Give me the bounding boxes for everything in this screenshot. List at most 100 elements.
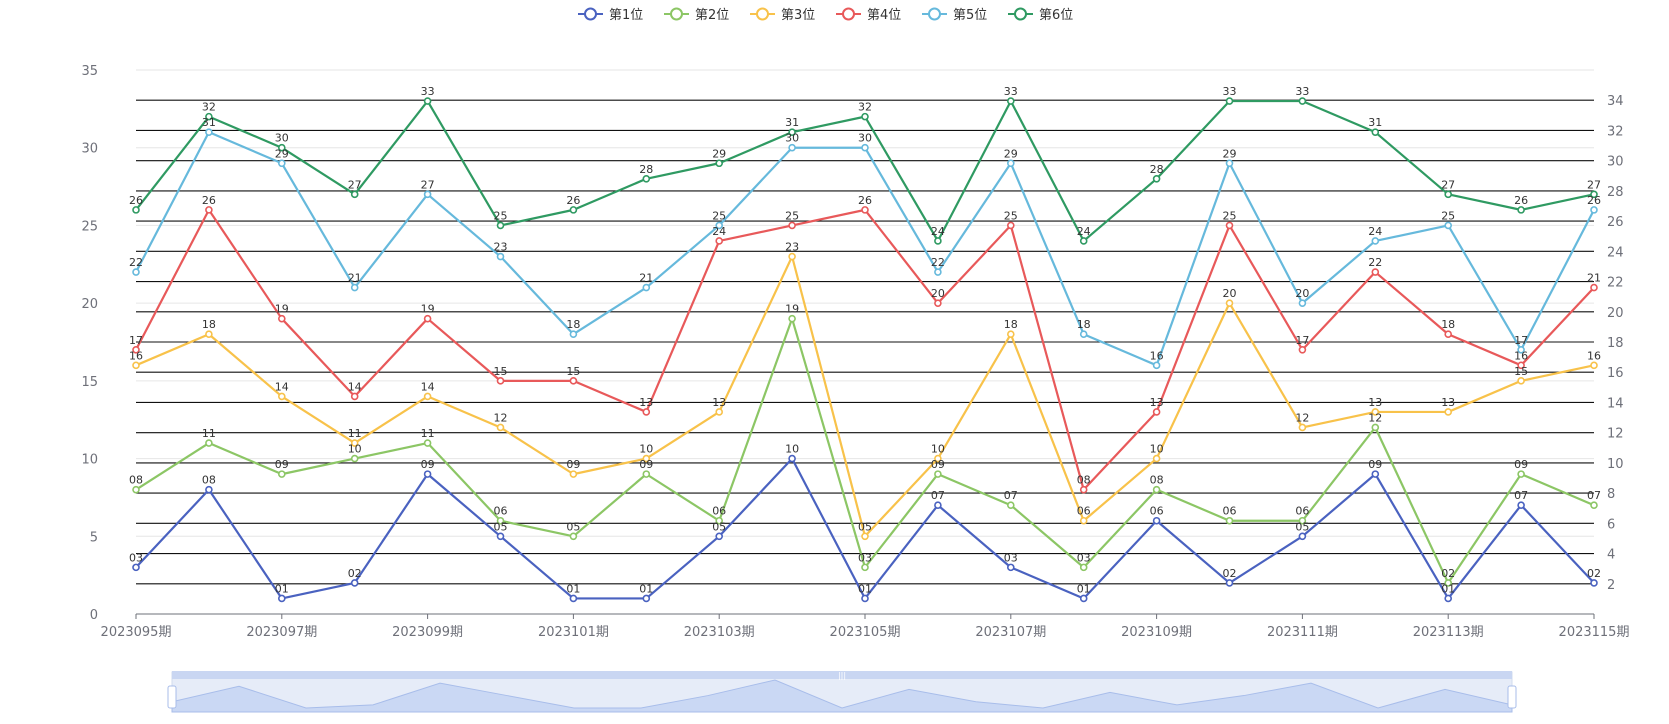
datazoom-right-handle[interactable]	[1507, 685, 1517, 709]
data-point[interactable]	[1517, 345, 1525, 354]
data-point[interactable]	[496, 423, 505, 432]
data-point[interactable]	[1298, 345, 1307, 354]
data-point[interactable]	[1298, 532, 1307, 541]
data-point[interactable]	[132, 485, 140, 494]
data-point[interactable]	[642, 175, 651, 183]
data-point[interactable]	[642, 283, 651, 292]
data-point[interactable]	[1371, 423, 1380, 432]
data-point[interactable]	[350, 392, 359, 401]
data-point[interactable]	[1152, 408, 1161, 416]
data-point[interactable]	[1517, 470, 1525, 478]
data-point[interactable]	[1444, 330, 1452, 339]
data-point[interactable]	[1371, 408, 1380, 416]
data-point[interactable]	[1444, 594, 1452, 603]
data-point[interactable]	[1225, 97, 1234, 105]
data-point[interactable]	[496, 532, 505, 541]
data-point[interactable]	[715, 516, 724, 525]
data-point[interactable]	[132, 206, 140, 214]
data-point[interactable]	[1298, 299, 1307, 307]
data-point[interactable]	[1371, 128, 1380, 136]
legend-item[interactable]: 第2位	[664, 7, 729, 23]
legend[interactable]: 第1位 第2位 第3位 第4位 第5位 第6位	[578, 7, 1073, 23]
data-point[interactable]	[1371, 470, 1380, 478]
data-point[interactable]	[788, 128, 796, 136]
data-point[interactable]	[277, 314, 286, 323]
data-zoom-slider[interactable]: |||	[167, 671, 1517, 713]
data-point[interactable]	[1225, 579, 1234, 587]
data-point[interactable]	[423, 439, 432, 447]
data-point[interactable]	[277, 143, 286, 152]
data-point[interactable]	[350, 283, 359, 292]
data-point[interactable]	[423, 470, 432, 478]
data-point[interactable]	[934, 299, 942, 307]
data-point[interactable]	[205, 128, 213, 136]
datazoom-left-handle[interactable]	[167, 685, 177, 709]
data-point[interactable]	[1590, 206, 1598, 214]
data-point[interactable]	[1590, 283, 1598, 292]
legend-item[interactable]: 第4位	[836, 7, 901, 23]
data-point[interactable]	[1371, 237, 1380, 245]
data-point[interactable]	[350, 439, 359, 447]
data-point[interactable]	[569, 206, 578, 214]
data-point[interactable]	[350, 454, 359, 463]
data-point[interactable]	[715, 221, 724, 230]
legend-item[interactable]: 第5位	[922, 7, 987, 23]
data-point[interactable]	[350, 579, 359, 587]
data-point[interactable]	[205, 485, 213, 494]
data-point[interactable]	[496, 516, 505, 525]
data-point[interactable]	[1079, 563, 1088, 572]
data-point[interactable]	[1444, 190, 1452, 199]
data-point[interactable]	[423, 190, 432, 199]
data-point[interactable]	[423, 314, 432, 323]
data-point[interactable]	[788, 454, 796, 463]
data-point[interactable]	[277, 470, 286, 478]
data-point[interactable]	[1225, 159, 1234, 168]
data-point[interactable]	[1444, 579, 1452, 587]
data-point[interactable]	[569, 470, 578, 478]
data-point[interactable]	[1079, 237, 1088, 245]
data-point[interactable]	[1006, 221, 1015, 230]
data-point[interactable]	[788, 221, 796, 230]
data-point[interactable]	[1517, 377, 1525, 385]
data-point[interactable]	[1517, 361, 1525, 370]
data-point[interactable]	[1298, 423, 1307, 432]
data-point[interactable]	[569, 330, 578, 339]
data-point[interactable]	[642, 408, 651, 416]
data-point[interactable]	[1225, 221, 1234, 230]
data-point[interactable]	[277, 594, 286, 603]
data-point[interactable]	[715, 159, 724, 168]
data-point[interactable]	[1590, 361, 1598, 370]
data-point[interactable]	[1079, 330, 1088, 339]
data-point[interactable]	[205, 206, 213, 214]
data-point[interactable]	[1006, 330, 1015, 339]
data-point[interactable]	[1152, 485, 1161, 494]
data-point[interactable]	[132, 345, 140, 354]
data-point[interactable]	[1152, 516, 1161, 525]
data-point[interactable]	[1152, 175, 1161, 183]
data-point[interactable]	[569, 594, 578, 603]
data-point[interactable]	[1590, 501, 1598, 510]
data-point[interactable]	[1225, 299, 1234, 307]
legend-item[interactable]: 第3位	[750, 7, 815, 23]
data-point[interactable]	[861, 112, 869, 121]
data-point[interactable]	[715, 237, 724, 245]
data-point[interactable]	[1444, 221, 1452, 230]
data-point[interactable]	[1225, 516, 1234, 525]
data-point[interactable]	[423, 97, 432, 105]
data-point[interactable]	[788, 143, 796, 152]
data-point[interactable]	[1590, 579, 1598, 587]
data-point[interactable]	[715, 532, 724, 541]
data-point[interactable]	[569, 377, 578, 385]
data-point[interactable]	[496, 377, 505, 385]
data-point[interactable]	[934, 268, 942, 276]
data-point[interactable]	[1079, 594, 1088, 603]
data-point[interactable]	[934, 470, 942, 478]
data-point[interactable]	[642, 470, 651, 478]
data-point[interactable]	[1298, 97, 1307, 105]
data-point[interactable]	[569, 532, 578, 541]
data-point[interactable]	[1006, 563, 1015, 572]
data-point[interactable]	[642, 454, 651, 463]
data-point[interactable]	[496, 221, 505, 230]
data-point[interactable]	[934, 501, 942, 510]
data-point[interactable]	[132, 361, 140, 370]
